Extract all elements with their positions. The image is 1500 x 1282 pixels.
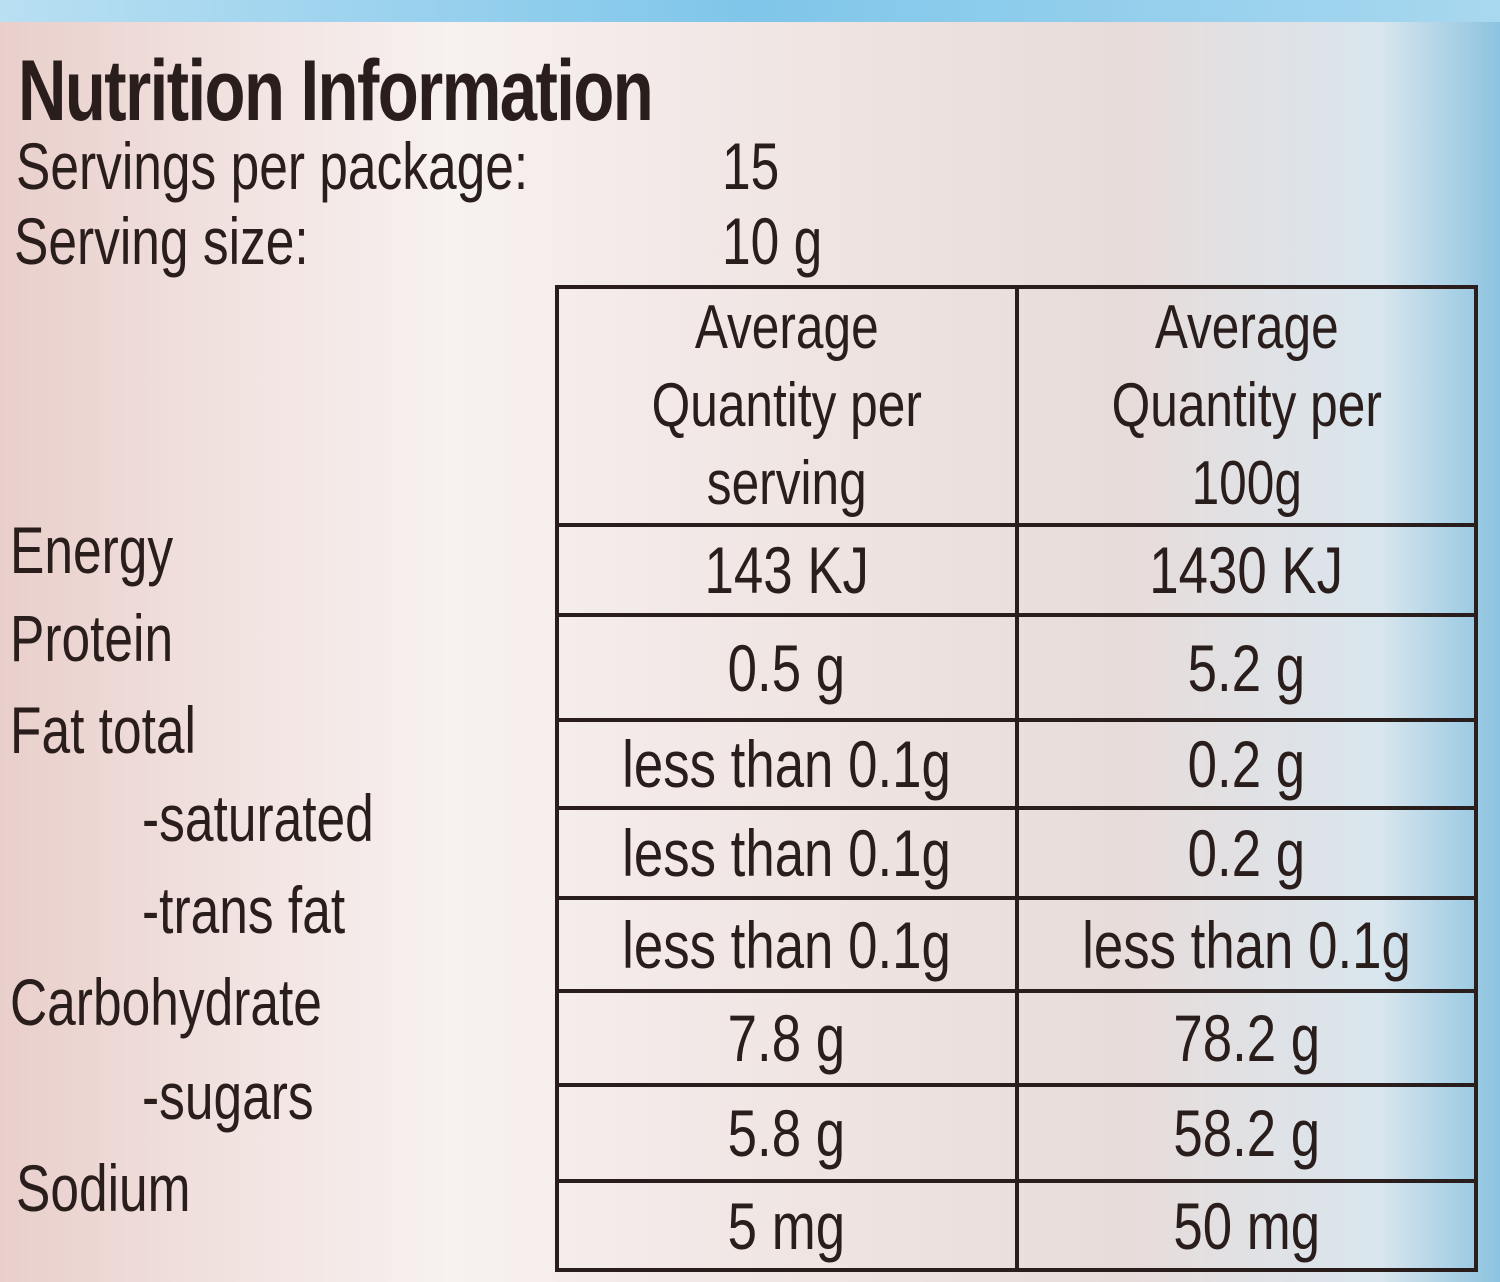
row-label-energy: Energy [10,513,174,587]
cell: less than 0.1g [1081,907,1411,982]
servings-label: Servings per package: [16,129,529,203]
row-label-protein: Protein [10,601,174,675]
row-label-carbohydrate: Carbohydrate [10,965,322,1039]
header-per-serving: Average Quantity per serving [651,293,922,518]
package-edge [0,0,1500,22]
servings-value: 15 [722,129,780,203]
label-title: Nutrition Information [18,43,654,139]
table-row: 143 KJ 1430 KJ [555,523,1478,617]
cell: 78.2 g [1172,1001,1320,1075]
cell: 143 KJ [704,533,869,607]
serving-size-value: 10 g [722,204,823,278]
cell: 5.2 g [1187,630,1305,705]
cell: 5 mg [728,1188,846,1263]
row-label-sugars: -sugars [142,1059,314,1133]
table-row: 7.8 g 78.2 g [555,989,1478,1087]
cell: 0.5 g [728,630,846,705]
table-row: 5.8 g 58.2 g [555,1083,1478,1183]
cell: less than 0.1g [622,727,952,801]
row-label-sodium: Sodium [16,1151,191,1225]
header-per-100g: Average Quantity per 100g [1111,293,1382,518]
cell: 58.2 g [1172,1096,1320,1170]
table-row: less than 0.1g less than 0.1g [555,896,1478,993]
cell: 0.2 g [1187,727,1305,801]
row-label-trans-fat: -trans fat [142,873,346,947]
cell: 7.8 g [728,1001,846,1075]
cell: less than 0.1g [622,816,952,890]
cell: 0.2 g [1187,816,1305,890]
row-label-saturated: -saturated [142,781,374,855]
table-row: less than 0.1g 0.2 g [555,718,1478,810]
serving-size-label: Serving size: [14,204,309,278]
row-label-fat: Fat total [10,693,196,767]
cell: 50 mg [1172,1188,1320,1263]
cell: 1430 KJ [1149,533,1344,607]
nutrition-table: Average Quantity per serving Average Qua… [555,285,1478,1272]
table-row: 5 mg 50 mg [555,1179,1478,1272]
table-header: Average Quantity per serving Average Qua… [555,285,1478,527]
cell: less than 0.1g [622,907,952,982]
table-row: less than 0.1g 0.2 g [555,806,1478,900]
table-row: 0.5 g 5.2 g [555,613,1478,722]
cell: 5.8 g [728,1096,846,1170]
